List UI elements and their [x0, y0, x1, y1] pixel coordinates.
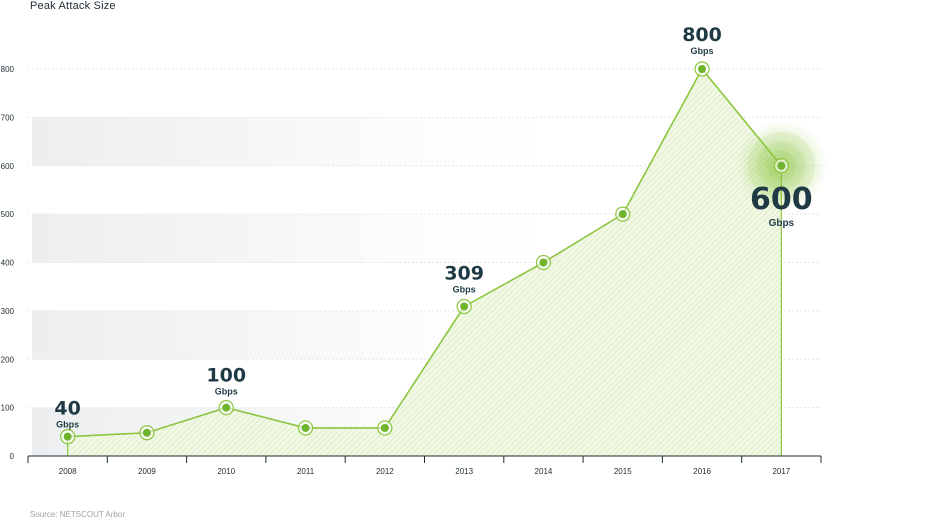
- point-dot: [142, 428, 151, 437]
- annotation-value: 800: [682, 24, 722, 46]
- x-tick-label: 2016: [693, 467, 711, 476]
- y-tick-label: 200: [1, 355, 15, 364]
- point-dot: [222, 403, 231, 412]
- x-tick-label: 2015: [614, 467, 632, 476]
- annotation-value: 600: [750, 182, 813, 217]
- point-dot: [539, 258, 548, 267]
- data-point: [456, 298, 472, 315]
- annotation-unit: Gbps: [56, 420, 79, 430]
- chart-source: Source: NETSCOUT Arbor: [30, 510, 125, 519]
- data-point: [694, 61, 710, 77]
- y-tick-label: 100: [1, 404, 15, 413]
- annotation-unit: Gbps: [691, 46, 714, 56]
- point-dot: [380, 423, 389, 432]
- y-tick-label: 800: [1, 65, 15, 74]
- x-tick-label: 2012: [376, 467, 394, 476]
- y-tick-label: 500: [1, 210, 15, 219]
- data-point: [297, 420, 314, 436]
- point-dot: [63, 432, 72, 441]
- data-point: [615, 206, 631, 222]
- annotation-unit: Gbps: [453, 285, 476, 295]
- annotation-value: 309: [444, 263, 484, 285]
- y-tick-label: 600: [1, 162, 15, 171]
- annotation-value: 40: [54, 398, 80, 420]
- x-tick-label: 2008: [59, 467, 77, 476]
- data-point: [139, 425, 155, 441]
- x-tick-label: 2009: [138, 467, 156, 476]
- annotation-value: 100: [206, 365, 246, 387]
- grid-band: [32, 214, 592, 263]
- data-point: [60, 429, 76, 445]
- data-point: [535, 254, 552, 271]
- series-area: [67, 69, 782, 456]
- point-dot: [460, 302, 469, 311]
- point-dot: [777, 161, 786, 170]
- annotation-unit: Gbps: [215, 387, 238, 397]
- data-point: [773, 158, 789, 174]
- point-dot: [618, 210, 627, 219]
- y-tick-label: 400: [1, 259, 15, 268]
- y-tick-label: 0: [10, 452, 15, 461]
- x-tick-label: 2013: [455, 467, 473, 476]
- x-tick-label: 2017: [772, 467, 790, 476]
- data-point: [377, 420, 393, 436]
- annotation-unit: Gbps: [769, 218, 795, 229]
- data-point: [218, 400, 234, 416]
- point-dot: [698, 65, 707, 73]
- y-tick-label: 300: [1, 307, 15, 316]
- chart-title: Peak Attack Size: [30, 0, 116, 12]
- x-tick-label: 2011: [297, 467, 315, 476]
- point-dot: [301, 423, 310, 432]
- grid-band: [32, 117, 592, 166]
- x-tick-label: 2014: [535, 467, 553, 476]
- x-tick-label: 2010: [217, 467, 235, 476]
- series-line: [67, 68, 782, 438]
- y-tick-label: 700: [1, 113, 15, 122]
